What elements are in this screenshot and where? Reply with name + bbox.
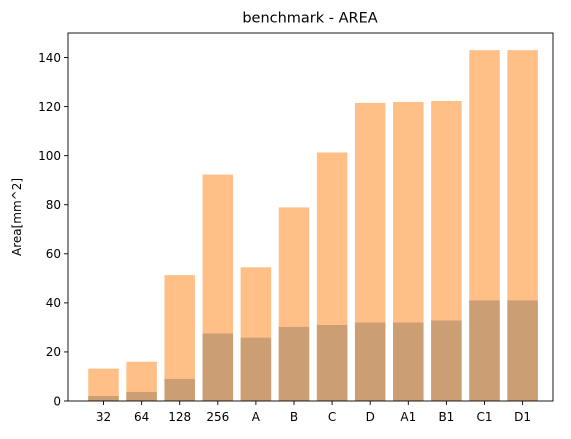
bar-series2-256 [202, 333, 234, 401]
bar-series2-A1 [393, 322, 424, 401]
y-tick-label-0: 0 [53, 394, 61, 408]
y-tick-label-100: 100 [38, 149, 61, 163]
x-tick-label-C: C [328, 410, 336, 424]
bar-series2-B1 [431, 320, 462, 401]
bar-series2-D [354, 322, 386, 401]
y-tick-label-40: 40 [46, 296, 61, 310]
y-tick-label-120: 120 [38, 100, 61, 114]
bar-series2-32 [88, 396, 119, 401]
x-tick-label-B: B [290, 410, 298, 424]
plot-frame [67, 32, 554, 402]
x-tick-label-128: 128 [168, 410, 191, 424]
chart-title: benchmark - AREA [242, 11, 377, 27]
x-tick-label-A1: A1 [400, 410, 416, 424]
x-tick-label-A: A [252, 410, 261, 424]
bar-series2-B [278, 326, 310, 401]
x-tick-label-B1: B1 [438, 410, 454, 424]
x-tick-label-64: 64 [134, 410, 149, 424]
x-tick-label-D: D [366, 410, 375, 424]
bar-series2-128 [164, 378, 195, 401]
y-tick-label-60: 60 [46, 247, 61, 261]
x-tick-label-C1: C1 [476, 410, 492, 424]
bar-series2-C1 [469, 300, 500, 401]
bars-layer [88, 50, 538, 402]
y-tick-label-140: 140 [38, 51, 61, 65]
x-tick-label-D1: D1 [514, 410, 531, 424]
bar-series2-D1 [507, 300, 538, 401]
y-tick-label-20: 20 [46, 345, 61, 359]
y-axis-label: Area[mm^2] [10, 178, 24, 256]
bar-series1-32 [88, 368, 119, 401]
x-tick-label-256: 256 [206, 410, 229, 424]
bar-series2-C [316, 324, 348, 401]
axes-layer: 0 20 40 60 80 100 120 140 32 64 128 256 A B C D A1 B1 C1 D1 [38, 32, 554, 424]
bar-series2-64 [126, 391, 157, 401]
x-tick-label-32: 32 [96, 410, 111, 424]
bar-series2-A [240, 337, 272, 401]
y-tick-label-80: 80 [46, 198, 61, 212]
